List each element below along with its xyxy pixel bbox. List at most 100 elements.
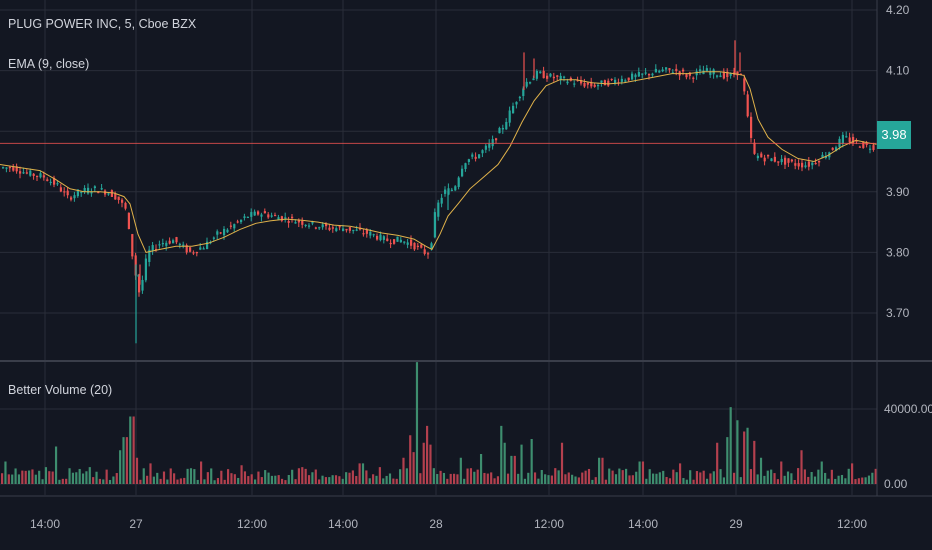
volume-bar: [598, 457, 601, 484]
volume-bar: [328, 477, 331, 484]
volume-bar: [98, 478, 101, 484]
candle-body: [719, 75, 722, 78]
candle-body: [233, 224, 236, 229]
volume-bar: [196, 479, 199, 484]
volume-bar: [264, 470, 267, 484]
volume-bar: [490, 472, 493, 484]
volume-bar: [844, 478, 847, 484]
volume-bar: [314, 469, 317, 484]
candle-body: [535, 71, 538, 79]
volume-bar: [226, 469, 230, 484]
candle-body: [2, 167, 5, 169]
candle-body: [603, 80, 606, 86]
volume-bar: [658, 472, 661, 484]
candle-body: [559, 75, 562, 80]
volume-bar: [240, 465, 243, 484]
volume-bar: [51, 471, 54, 484]
last-price-value: 3.98: [881, 127, 907, 142]
candle-body: [872, 145, 875, 150]
candle-body: [403, 241, 406, 243]
candle-body: [246, 216, 249, 219]
volume-bar: [689, 470, 692, 484]
volume-bar: [206, 472, 209, 484]
last-price-badge: 3.98: [877, 121, 911, 149]
volume-bar: [1, 473, 4, 484]
volume-bar: [847, 468, 850, 484]
volume-bar: [17, 474, 21, 484]
volume-bar: [705, 478, 709, 484]
candle-body: [658, 70, 661, 73]
candle-body: [22, 172, 25, 174]
candle-body: [257, 211, 260, 215]
volume-bar: [186, 468, 189, 484]
volume-bar: [112, 476, 115, 484]
candle-body: [141, 279, 144, 291]
candle-body: [19, 171, 22, 174]
candle-body: [852, 137, 855, 144]
volume-bar: [655, 473, 658, 484]
candle-body: [342, 228, 345, 232]
volume-bar: [452, 473, 456, 484]
candle-body: [345, 228, 348, 231]
candle-body: [457, 177, 460, 187]
volume-bar: [125, 437, 128, 484]
candle-body: [192, 252, 195, 254]
candle-body: [474, 156, 477, 159]
symbol-title: PLUG POWER INC, 5, Cboe BZX: [8, 17, 197, 31]
time-tick-label: 28: [429, 517, 443, 531]
volume-bar: [436, 474, 439, 484]
candle-body: [168, 240, 171, 244]
candle-body: [471, 154, 474, 157]
volume-bar: [152, 476, 155, 484]
candle-body: [325, 223, 328, 227]
volume-bar: [355, 475, 358, 484]
candle-body: [807, 161, 810, 167]
volume-bar: [348, 472, 351, 484]
candle-body: [121, 199, 124, 203]
volume-bar: [75, 472, 78, 484]
volume-bar: [166, 479, 169, 484]
candle-body: [590, 81, 593, 87]
volume-bar: [54, 446, 58, 484]
volume-bar: [827, 478, 830, 484]
volume-bar: [500, 425, 503, 484]
volume-bar: [456, 474, 459, 484]
volume-bar: [776, 479, 779, 484]
candle-body: [784, 157, 787, 165]
volume-bar: [473, 471, 476, 484]
candle-body: [338, 226, 341, 228]
volume-bar: [4, 461, 7, 484]
candle-body: [219, 232, 222, 234]
candle-body: [437, 202, 440, 217]
volume-bar: [11, 474, 14, 484]
candle-body: [668, 68, 671, 70]
candle-body: [858, 146, 861, 148]
volume-bar: [773, 473, 776, 484]
candle-body: [127, 212, 130, 230]
volume-bar: [483, 472, 486, 484]
candle-body: [835, 147, 838, 152]
volume-bar: [813, 476, 817, 484]
candle-body: [144, 258, 147, 281]
volume-bar: [780, 461, 783, 484]
candle-body: [743, 78, 746, 92]
candle-body: [770, 158, 773, 162]
volume-bar: [722, 477, 726, 484]
candle-body: [515, 101, 518, 105]
volume-bar: [716, 442, 719, 484]
volume-pane: [1, 362, 877, 484]
volume-bar: [820, 461, 823, 484]
volume-bar: [24, 470, 27, 484]
volume-bar: [702, 470, 705, 484]
candle-body: [423, 249, 426, 254]
volume-bar: [267, 472, 270, 484]
candle-body: [87, 187, 90, 194]
volume-bar: [459, 457, 462, 484]
volume-bar: [108, 479, 112, 484]
time-tick-label: 14:00: [30, 517, 60, 531]
volume-bar: [749, 469, 752, 484]
volume-bar: [591, 479, 594, 484]
candle-body: [175, 237, 178, 243]
candle-body: [253, 211, 256, 216]
